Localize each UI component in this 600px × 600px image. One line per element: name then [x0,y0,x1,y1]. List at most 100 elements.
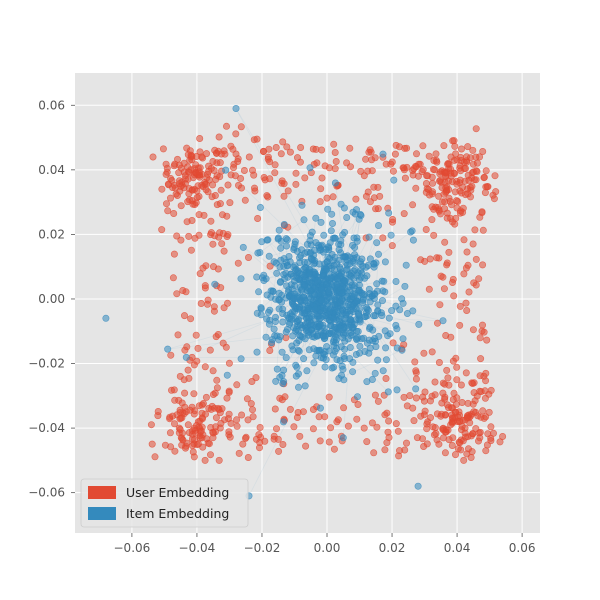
user-embedding-point [447,169,455,177]
item-embedding-point [310,359,318,367]
user-embedding-point [170,210,178,218]
user-embedding-point [232,130,240,138]
item-embedding-point [306,164,314,172]
user-embedding-point [173,290,181,298]
user-embedding-point [199,264,207,272]
item-embedding-point [350,234,358,242]
user-embedding-point [457,381,465,389]
user-embedding-point [403,144,411,152]
item-embedding-point [296,254,304,262]
user-embedding-point [277,150,285,158]
user-embedding-point [245,153,253,161]
user-embedding-point [478,208,486,216]
user-embedding-point [483,336,491,344]
item-embedding-point [280,221,288,229]
user-embedding-point [412,369,420,377]
item-embedding-point [300,309,308,317]
user-embedding-point [191,234,199,242]
user-embedding-point [168,177,176,185]
user-embedding-point [177,236,185,244]
user-embedding-point [184,366,192,374]
user-embedding-point [423,440,431,448]
user-embedding-point [455,418,463,426]
item-embedding-point [398,295,406,303]
user-embedding-point [379,234,387,242]
user-embedding-points [147,122,507,464]
item-embedding-point [342,266,350,274]
user-embedding-point [426,414,434,422]
item-embedding-point [313,276,321,284]
item-embedding-point [365,233,373,241]
user-embedding-point [279,138,287,146]
item-embedding-point [275,296,283,304]
item-embedding-point [305,346,313,354]
item-embedding-point [298,201,306,209]
user-embedding-point [412,394,420,402]
user-embedding-point [220,247,228,255]
user-embedding-point [456,439,464,447]
item-embedding-point [265,320,273,328]
item-embedding-point [291,308,299,316]
item-embedding-point [370,263,378,271]
user-embedding-point [227,171,235,179]
user-embedding-point [188,353,196,361]
user-embedding-point [321,162,329,170]
user-embedding-point [458,189,466,197]
user-embedding-point [203,150,211,158]
item-embedding-point [330,234,338,242]
user-embedding-point [225,410,233,418]
user-embedding-point [286,148,294,156]
user-embedding-point [463,306,471,314]
user-embedding-point [222,343,230,351]
user-embedding-point [158,226,166,234]
user-embedding-point [173,232,181,240]
item-embedding-point [315,260,323,268]
user-embedding-point [188,435,196,443]
y-tick-label: 0.04 [38,163,65,177]
item-embedding-point [382,356,390,364]
item-embedding-point [349,368,357,376]
user-embedding-point [448,441,456,449]
user-embedding-point [437,178,445,186]
item-embedding-point [337,249,345,257]
item-embedding-point [356,349,364,357]
item-embedding-point [363,272,371,280]
user-embedding-point [381,411,389,419]
item-embedding-point [401,282,409,290]
item-embedding-point [374,222,382,230]
item-embedding-point [402,261,410,269]
item-embedding-point [374,250,382,258]
user-embedding-point [221,416,229,424]
item-embedding-point [379,367,387,375]
user-embedding-point [354,400,362,408]
item-embedding-point [305,270,313,278]
item-embedding-point [327,227,335,235]
item-embedding-point [237,275,245,283]
user-embedding-point [190,361,198,369]
user-embedding-point [423,425,431,433]
item-embedding-point [282,235,290,243]
item-embedding-point [275,336,283,344]
user-embedding-point [441,411,449,419]
user-embedding-point [453,197,461,205]
user-embedding-point [220,147,228,155]
user-embedding-point [481,394,489,402]
item-embedding-point [292,327,300,335]
user-embedding-point [177,202,185,210]
user-embedding-point [456,321,464,329]
item-embedding-point [349,307,357,315]
user-embedding-point [482,369,490,377]
user-embedding-point [188,442,196,450]
user-embedding-point [371,154,379,162]
user-embedding-point [389,216,397,224]
user-embedding-point [353,415,361,423]
user-embedding-point [445,436,453,444]
user-embedding-point [188,217,196,225]
user-embedding-point [411,358,419,366]
item-embedding-point [353,272,361,280]
item-embedding-point [407,228,415,236]
item-embedding-point [328,220,336,228]
item-embedding-point [343,214,351,222]
user-embedding-point [403,163,411,171]
user-embedding-point [309,405,317,413]
